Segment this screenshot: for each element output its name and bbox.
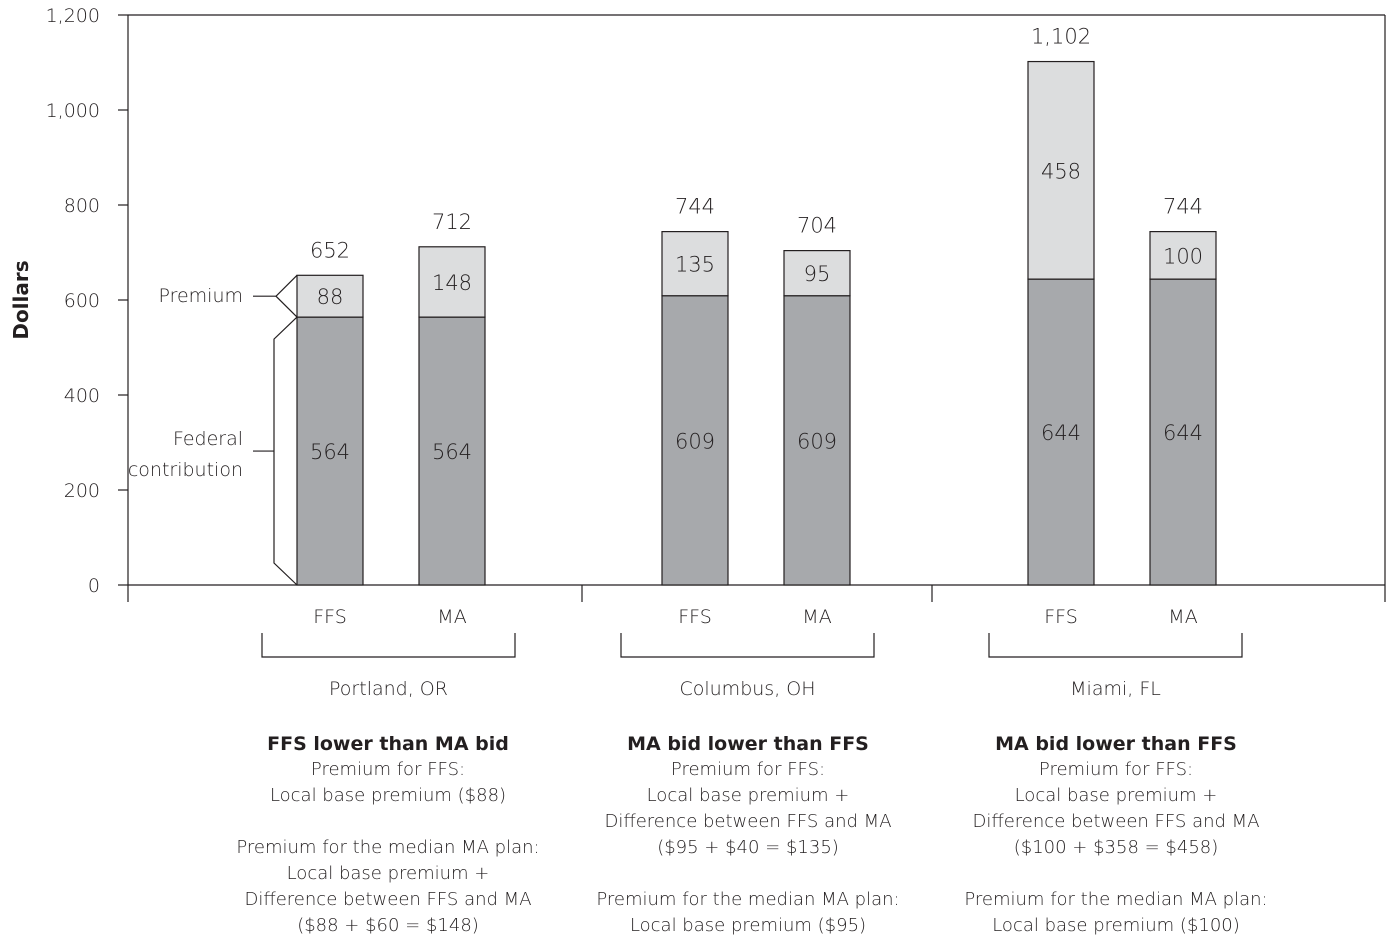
group-label: Columbus, OH <box>679 678 815 700</box>
caption-portland: FFS lower than MA bid Premium for FFS: Loc… <box>208 731 568 939</box>
caption-line: ($88 + $60 = $148) <box>297 915 479 936</box>
y-tick-label: 1,200 <box>46 5 100 27</box>
premium-value-label: 148 <box>432 271 472 295</box>
y-tick-label: 1,000 <box>46 100 100 122</box>
group-label: Miami, FL <box>1070 678 1161 700</box>
federal-annotation-line1: Federal <box>173 428 243 450</box>
y-tick-label: 200 <box>64 480 100 502</box>
premium-value-label: 100 <box>1163 244 1203 268</box>
federal-brace <box>273 316 298 586</box>
caption-line: Premium for the median MA plan: <box>236 837 540 858</box>
premium-annotation: Premium <box>158 285 243 307</box>
total-value-label: 744 <box>1163 195 1203 219</box>
bar-federal-segment <box>1149 278 1217 586</box>
bar-premium-segment <box>296 274 364 318</box>
group-bracket <box>988 633 1243 658</box>
bar-federal-segment <box>418 316 486 586</box>
group-bracket <box>261 633 516 658</box>
bar-premium-segment <box>661 231 729 297</box>
x-category-label: MA <box>802 606 831 628</box>
federal-value-label: 609 <box>797 429 837 453</box>
bar-premium-segment <box>1027 60 1095 280</box>
premium-value-label: 88 <box>317 285 344 309</box>
bar-federal-segment <box>296 316 364 586</box>
x-category-label: FFS <box>678 606 712 628</box>
bar-premium-segment <box>1149 231 1217 280</box>
caption-line: Premium for FFS: <box>310 759 466 780</box>
bar-federal-segment <box>783 295 851 586</box>
group-bracket <box>620 633 875 658</box>
caption-line: ($100 + $358 = $458) <box>1013 837 1219 858</box>
premium-value-label: 135 <box>675 253 715 277</box>
x-category-label: FFS <box>313 606 347 628</box>
bar-federal-segment <box>1027 278 1095 586</box>
x-category-label: FFS <box>1044 606 1078 628</box>
total-value-label: 744 <box>675 195 715 219</box>
caption-heading: MA bid lower than FFS <box>627 733 869 755</box>
y-tick-label: 800 <box>64 195 100 217</box>
caption-line: Local base premium + <box>1014 785 1218 806</box>
federal-value-label: 644 <box>1163 421 1203 445</box>
caption-spacer <box>208 809 568 835</box>
federal-value-label: 644 <box>1041 421 1081 445</box>
premium-brace <box>275 274 298 318</box>
y-axis-title: Dollars <box>9 260 33 339</box>
caption-line: Local base premium ($100) <box>992 915 1240 936</box>
total-value-label: 1,102 <box>1031 25 1091 49</box>
caption-line: Difference between FFS and MA <box>604 811 892 832</box>
caption-line: Local base premium ($88) <box>269 785 507 806</box>
x-category-label: MA <box>1168 606 1197 628</box>
x-category-label: MA <box>437 606 466 628</box>
caption-line: Premium for the median MA plan: <box>596 889 900 910</box>
caption-spacer <box>568 861 928 887</box>
caption-line: ($95 + $40 = $135) <box>657 837 839 858</box>
premium-value-label: 95 <box>804 262 831 286</box>
bar-federal-segment <box>661 295 729 586</box>
bar-premium-segment <box>418 246 486 318</box>
caption-columbus: MA bid lower than FFS Premium for FFS: Loc… <box>568 731 928 939</box>
bar-premium-segment <box>783 250 851 297</box>
caption-line: Local base premium ($95) <box>629 915 867 936</box>
caption-line: Local base premium + <box>286 863 490 884</box>
y-tick-label: 0 <box>88 575 100 597</box>
caption-line: Difference between FFS and MA <box>244 889 532 910</box>
caption-line: Difference between FFS and MA <box>972 811 1260 832</box>
federal-value-label: 564 <box>310 440 350 464</box>
caption-line: Premium for FFS: <box>1038 759 1194 780</box>
caption-line: Premium for FFS: <box>670 759 826 780</box>
caption-miami: MA bid lower than FFS Premium for FFS: Loc… <box>936 731 1296 939</box>
federal-value-label: 609 <box>675 429 715 453</box>
premium-value-label: 458 <box>1041 159 1081 183</box>
total-value-label: 704 <box>797 214 837 238</box>
y-tick-label: 600 <box>64 290 100 312</box>
caption-line: Local base premium + <box>646 785 850 806</box>
federal-value-label: 564 <box>432 440 472 464</box>
caption-heading: FFS lower than MA bid <box>267 733 509 755</box>
total-value-label: 652 <box>310 238 350 262</box>
group-label: Portland, OR <box>329 678 448 700</box>
y-tick-label: 400 <box>64 385 100 407</box>
total-value-label: 712 <box>432 210 472 234</box>
caption-spacer <box>936 861 1296 887</box>
caption-line: Premium for the median MA plan: <box>964 889 1268 910</box>
caption-heading: MA bid lower than FFS <box>995 733 1237 755</box>
federal-annotation-line2: contribution <box>128 459 243 481</box>
